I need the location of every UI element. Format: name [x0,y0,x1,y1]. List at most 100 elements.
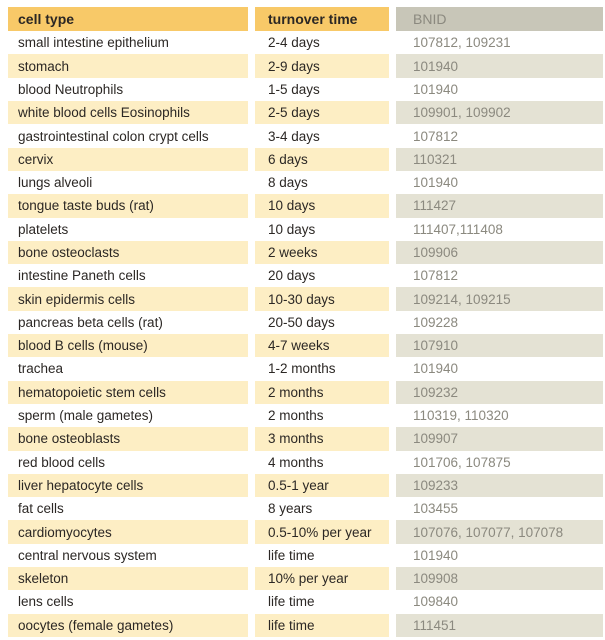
turnover-time-cell: 2-9 days [255,54,389,78]
turnover-time-cell: life time [268,547,315,563]
bnid-cell: 109907 [396,427,603,451]
bnid-cell: 107812, 109231 [413,35,511,51]
table-row: gastrointestinal colon crypt cells 3-4 da… [8,124,603,147]
turnover-time-cell: 1-5 days [268,81,320,97]
table-row: blood B cells (mouse) 4-7 weeks 107910 [8,334,603,358]
cell-type-cell: bone osteoclasts [8,240,248,265]
bnid-cell: 101940 [396,54,603,78]
table-row: pancreas beta cells (rat) 20-50 days 10922… [8,311,603,334]
table-row: tongue taste buds (rat) 10 days 111427 [8,194,603,218]
table-row: trachea 1-2 months 101940 [8,357,603,380]
turnover-time-cell: 2-5 days [255,101,389,125]
bnid-cell: 109906 [396,240,603,265]
bnid-cell: 109228 [413,314,459,330]
header-bnid: BNID [396,7,603,32]
table-row: white blood cells Eosinophils 2-5 days 109… [8,101,603,125]
turnover-time-cell: 10 days [255,194,389,218]
header-cell-type: cell type [8,7,248,32]
cell-type-cell: cervix [8,147,248,171]
turnover-time-cell: life time [268,594,315,610]
turnover-time-cell: 10 days [268,221,316,237]
turnover-time-cell: 20-50 days [268,314,335,330]
cell-turnover-table: cell type turnover time BNID small intes… [8,7,603,637]
turnover-time-cell: 3 months [255,427,389,451]
table-row: skeleton 10% per year 109908 [8,567,603,591]
cell-type-cell: pancreas beta cells (rat) [18,314,163,330]
table-row: stomach 2-9 days 101940 [8,54,603,78]
bnid-cell: 109908 [396,567,603,591]
bnid-cell: 109233 [396,473,603,498]
cell-type-cell: lungs alveoli [18,175,93,191]
bnid-cell: 111407,111408 [413,221,503,237]
bnid-cell: 109214, 109215 [396,287,603,311]
bnid-cell: 107076, 107077, 107078 [396,520,603,544]
bnid-cell: 110321 [396,147,603,171]
table-row: small intestine epithelium 2-4 days 107812… [8,31,603,54]
cell-type-cell: red blood cells [18,454,106,470]
turnover-time-cell: 4 months [268,454,324,470]
table-body: small intestine epithelium 2-4 days 107812… [8,31,603,637]
cell-type-cell: blood B cells (mouse) [8,334,248,358]
turnover-time-cell: 3-4 days [268,128,320,144]
cell-type-cell: hematopoietic stem cells [8,380,248,404]
cell-type-cell: platelets [18,221,69,237]
turnover-time-cell: 20 days [268,268,316,284]
table-row: platelets 10 days 111407,111408 [8,218,603,241]
bnid-cell: 101940 [413,81,459,97]
table-row: oocytes (female gametes) life time 111451 [8,613,603,637]
turnover-time-cell: 0.5-1 year [255,473,389,498]
cell-type-cell: central nervous system [18,547,157,563]
bnid-cell: 101940 [413,175,459,191]
table-row: hematopoietic stem cells 2 months 109232 [8,380,603,404]
bnid-cell: 101940 [413,547,459,563]
bnid-cell: 101940 [413,361,459,377]
bnid-cell: 109232 [396,380,603,404]
turnover-time-cell: 1-2 months [268,361,336,377]
cell-type-cell: fat cells [18,501,64,517]
turnover-time-cell: 10-30 days [255,287,389,311]
table-row: central nervous system life time 101940 [8,544,603,567]
table-row: bone osteoblasts 3 months 109907 [8,427,603,451]
turnover-time-cell: 8 days [268,175,308,191]
table-row: blood Neutrophils 1-5 days 101940 [8,78,603,101]
cell-type-cell: bone osteoblasts [8,427,248,451]
turnover-time-cell: 2 weeks [255,240,389,265]
table-row: cardiomyocytes 0.5-10% per year 107076, 10… [8,520,603,544]
bnid-cell: 107812 [413,128,459,144]
bnid-cell: 107910 [396,334,603,358]
cell-type-cell: intestine Paneth cells [18,268,146,284]
table-row: lens cells life time 109840 [8,590,603,613]
table-row: cervix 6 days 110321 [8,147,603,171]
cell-type-cell: trachea [18,361,64,377]
table-row: fat cells 8 years 103455 [8,497,603,520]
turnover-time-cell: 8 years [268,501,313,517]
table-row: sperm (male gametes) 2 months 110319, 1103… [8,404,603,427]
table-row: red blood cells 4 months 101706, 107875 [8,451,603,474]
cell-type-cell: cardiomyocytes [8,520,248,544]
turnover-time-cell: 2-4 days [268,35,320,51]
turnover-time-cell: 6 days [255,147,389,171]
bnid-cell: 101706, 107875 [413,454,511,470]
turnover-time-cell: 2 months [255,380,389,404]
cell-type-cell: gastrointestinal colon crypt cells [18,128,209,144]
header-turnover-time: turnover time [255,7,389,32]
cell-type-cell: white blood cells Eosinophils [8,101,248,125]
table-row: lungs alveoli 8 days 101940 [8,171,603,194]
bnid-cell: 109901, 109902 [396,101,603,125]
bnid-cell: 110319, 110320 [413,408,509,424]
cell-type-cell: liver hepatocyte cells [8,473,248,498]
bnid-cell: 107812 [413,268,459,284]
turnover-time-cell: 10% per year [255,567,389,591]
cell-type-cell: small intestine epithelium [18,35,169,51]
cell-type-cell: skeleton [8,567,248,591]
cell-type-cell: oocytes (female gametes) [8,613,248,637]
turnover-time-cell: 0.5-10% per year [255,520,389,544]
table-row: bone osteoclasts 2 weeks 109906 [8,240,603,265]
bnid-cell: 111451 [396,613,603,637]
turnover-time-cell: 2 months [268,408,324,424]
table-row: liver hepatocyte cells 0.5-1 year 109233 [8,473,603,498]
bnid-cell: 103455 [413,501,459,517]
cell-type-cell: stomach [8,54,248,78]
cell-type-cell: blood Neutrophils [18,81,124,97]
cell-type-cell: tongue taste buds (rat) [8,194,248,218]
